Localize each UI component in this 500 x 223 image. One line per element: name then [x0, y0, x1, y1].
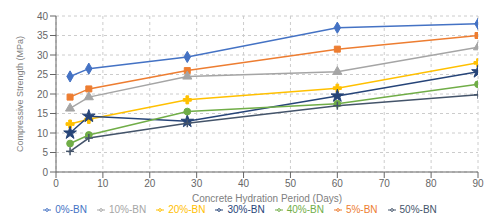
svg-text:40: 40: [238, 178, 250, 189]
html-text:10%-BN: 10%-BN: [108, 204, 147, 215]
svg-text:Compressive Strength (MPa): Compressive Strength (MPa): [15, 36, 25, 152]
svg-text:20: 20: [144, 178, 156, 189]
svg-text:70: 70: [379, 178, 391, 189]
svg-text:10: 10: [97, 178, 109, 189]
svg-text:0: 0: [42, 167, 48, 178]
svg-text:Concrete Hydration Period (Day: Concrete Hydration Period (Days): [192, 193, 342, 204]
svg-text:0: 0: [53, 178, 59, 189]
svg-text:25: 25: [37, 69, 49, 80]
svg-text:5: 5: [42, 147, 48, 158]
html-text:40%-BN: 40%-BN: [286, 204, 324, 215]
svg-text:30: 30: [191, 178, 203, 189]
svg-text:20: 20: [37, 89, 49, 100]
svg-text:30: 30: [37, 50, 49, 61]
html-text:50%-BN: 50%-BN: [399, 204, 437, 215]
html-text:30%-BN: 30%-BN: [227, 204, 265, 215]
html-text:20%-BN: 20%-BN: [168, 204, 206, 215]
html-text:0%-BN: 0%-BN: [55, 204, 87, 215]
svg-text:80: 80: [426, 178, 438, 189]
svg-text:60: 60: [332, 178, 344, 189]
svg-text:50: 50: [285, 178, 297, 189]
svg-text:15: 15: [37, 108, 49, 119]
svg-text:40: 40: [37, 11, 49, 22]
svg-text:90: 90: [472, 178, 484, 189]
svg-text:35: 35: [37, 30, 49, 41]
html-text:5%-BN: 5%-BN: [345, 204, 378, 215]
svg-text:10: 10: [37, 128, 49, 139]
